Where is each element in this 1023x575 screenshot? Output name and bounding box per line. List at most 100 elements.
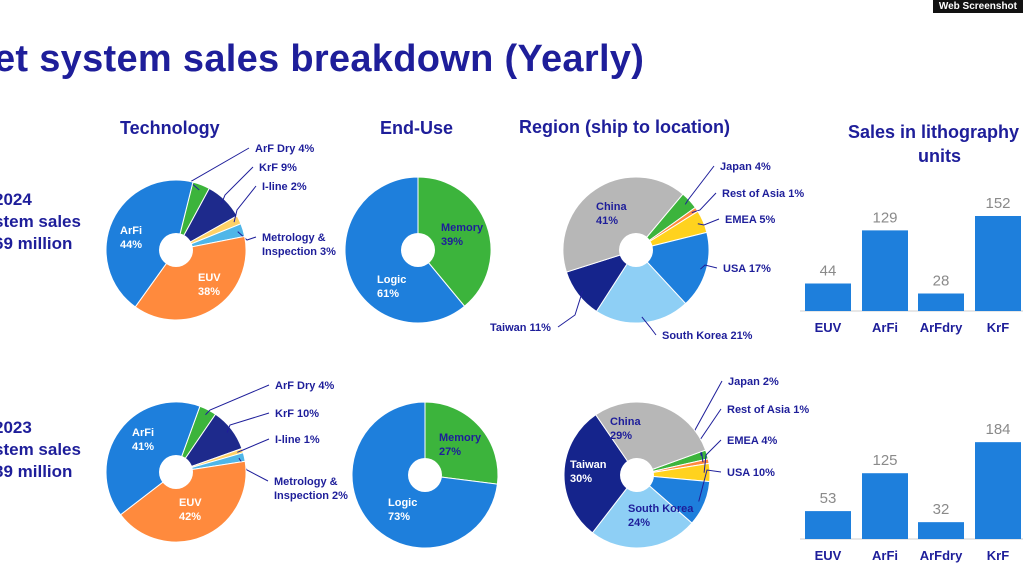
end_use-2023-chart: Memory 27% Logic 73% (351, 401, 499, 549)
pie-slice (105, 179, 194, 308)
slice-label: Taiwan 11% (490, 322, 551, 334)
bar-arfi (862, 473, 908, 539)
pie-slice (119, 460, 247, 543)
slice-label: Rest of Asia 1% (722, 188, 804, 200)
slice-label: USA 10% (727, 467, 775, 479)
header-technology: Technology (120, 118, 220, 138)
bar-arfdry (918, 522, 964, 539)
pie-slice (105, 401, 201, 516)
leader-line (698, 469, 722, 502)
bar-value-label: 44 (820, 263, 837, 280)
page-title: et system sales breakdown (Yearly) (0, 38, 645, 80)
end_use-2024-chart: Memory 39% Logic 61% (344, 176, 492, 324)
row-sales-value: 39 million (0, 462, 73, 481)
pie-slice (417, 176, 492, 307)
bar-value-label: 125 (872, 452, 897, 469)
donut-hole (401, 233, 435, 267)
leader-line (205, 384, 270, 416)
bar-category-label: EUV (815, 320, 842, 335)
slice-label: ArF Dry 4% (255, 143, 315, 155)
leader-line (233, 185, 257, 223)
bar-value-label: 152 (985, 195, 1010, 212)
slice-label: EMEA 4% (727, 435, 778, 447)
bar-arfi (862, 230, 908, 311)
bar-value-label: 184 (985, 421, 1010, 438)
row-2023-label: 2023 stem sales 39 million (0, 417, 81, 483)
slice-label: Memory 39% (441, 222, 484, 248)
slice-label: KrF 10% (275, 408, 319, 420)
bar-category-label: ArFdry (920, 320, 963, 335)
pie-slice (595, 249, 687, 324)
bar-category-label: ArFi (872, 320, 898, 335)
pie-slice (562, 176, 684, 273)
slice-label: Japan 2% (728, 376, 779, 388)
header-end-use: End-Use (380, 118, 454, 138)
slice-label: South Korea 24% (628, 503, 694, 529)
leader-line (703, 439, 722, 473)
litho_units-2024-chart: 44 EUV 129 ArFi 28 ArFdry 152 KrF (800, 195, 1023, 335)
slice-label: EUV 42% (179, 497, 202, 523)
technology-2023-chart: ArF Dry 4% KrF 10% I-line 1% Metrology & Ins… (105, 380, 348, 543)
slice-label: ArF Dry 4% (275, 380, 335, 392)
pie-slice (635, 231, 710, 305)
bar-krf (975, 442, 1021, 539)
bar-category-label: KrF (987, 548, 1009, 563)
bar-euv (805, 511, 851, 539)
slice-label: Logic 61% (377, 274, 406, 300)
slice-label: ArFi 41% (132, 427, 154, 453)
slice-label: EUV 38% (198, 272, 221, 298)
slice-label: Metrology & Inspection 2% (274, 476, 348, 502)
slice-label: South Korea 21% (662, 330, 753, 342)
slice-label: KrF 9% (259, 162, 297, 174)
leader-line (557, 290, 584, 328)
slice-label: Taiwan 30% (570, 459, 607, 485)
slice-label: Metrology & Inspection 3% (262, 232, 336, 258)
slice-label: I-line 2% (262, 181, 307, 193)
web-screenshot-badge: Web Screenshot (932, 0, 1023, 13)
leader-line (691, 192, 717, 214)
bar-euv (805, 283, 851, 311)
donut-hole (159, 233, 193, 267)
row-2024-label: 2024 stem sales 69 million (0, 189, 81, 255)
bar-category-label: EUV (815, 548, 842, 563)
header-litho-line1: Sales in lithography (848, 122, 1020, 142)
slice-label: Rest of Asia 1% (727, 404, 809, 416)
bar-category-label: ArFdry (920, 548, 963, 563)
slice-label: Japan 4% (720, 161, 771, 173)
leader-line (700, 264, 718, 270)
slice-label: ArFi 44% (120, 225, 142, 251)
donut-hole (159, 455, 193, 489)
bar-category-label: ArFi (872, 548, 898, 563)
bar-category-label: KrF (987, 320, 1009, 335)
donut-hole (619, 233, 653, 267)
leader-line (220, 166, 254, 205)
pie-slice (424, 401, 499, 485)
litho_units-2023-chart: 53 EUV 125 ArFi 32 ArFdry 184 KrF (800, 421, 1023, 563)
donut-hole (408, 458, 442, 492)
header-litho-line2: units (918, 146, 961, 166)
leader-line (237, 231, 257, 241)
leader-line (641, 316, 657, 336)
leader-line (226, 412, 270, 433)
row-sales-value: 69 million (0, 234, 73, 253)
bar-value-label: 53 (820, 490, 837, 507)
bar-value-label: 129 (872, 209, 897, 226)
region-2023-chart: Japan 2% Rest of Asia 1% EMEA 4% USA 10% Sou… (563, 376, 809, 549)
pie-slice (591, 474, 693, 549)
slice-label: I-line 1% (275, 434, 320, 446)
row-sales-label: stem sales (0, 212, 81, 231)
slice-label: China 41% (596, 201, 627, 227)
row-sales-label: stem sales (0, 440, 81, 459)
row-year: 2024 (0, 190, 32, 209)
bar-krf (975, 216, 1021, 311)
leader-line (697, 218, 720, 226)
bar-value-label: 32 (933, 501, 950, 518)
region-2024-chart: Japan 4% Rest of Asia 1% EMEA 5% USA 17% Sou… (490, 161, 804, 342)
bar-arfdry (918, 293, 964, 311)
slice-label: China 29% (610, 416, 641, 442)
slice-label: Logic 73% (388, 497, 417, 523)
bar-value-label: 28 (933, 273, 950, 290)
header-region: Region (ship to location) (519, 117, 730, 137)
row-year: 2023 (0, 418, 32, 437)
pie-slice (134, 235, 247, 321)
